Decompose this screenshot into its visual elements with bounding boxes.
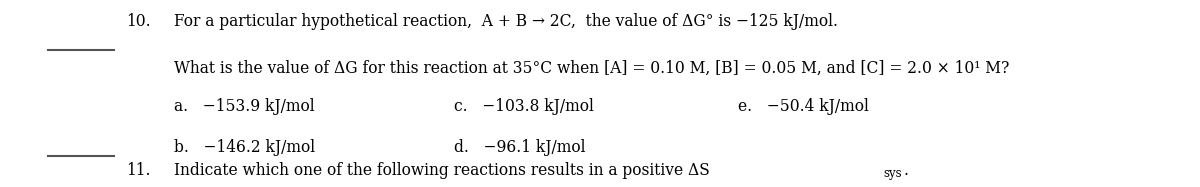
Text: 10.: 10.: [126, 13, 151, 30]
Text: sys: sys: [883, 167, 902, 180]
Text: For a particular hypothetical reaction,  A + B → 2C,  the value of ΔG° is −125 k: For a particular hypothetical reaction, …: [174, 13, 838, 30]
Text: Indicate which one of the following reactions results in a positive ΔS: Indicate which one of the following reac…: [174, 162, 709, 179]
Text: d.   −96.1 kJ/mol: d. −96.1 kJ/mol: [454, 139, 586, 156]
Text: What is the value of ΔG for this reaction at 35°C when [A] = 0.10 M, [B] = 0.05 : What is the value of ΔG for this reactio…: [174, 60, 1009, 77]
Text: a.   −153.9 kJ/mol: a. −153.9 kJ/mol: [174, 98, 314, 115]
Text: 11.: 11.: [126, 162, 150, 179]
Text: .: .: [904, 162, 908, 179]
Text: e.   −50.4 kJ/mol: e. −50.4 kJ/mol: [738, 98, 869, 115]
Text: b.   −146.2 kJ/mol: b. −146.2 kJ/mol: [174, 139, 316, 156]
Text: c.   −103.8 kJ/mol: c. −103.8 kJ/mol: [454, 98, 594, 115]
